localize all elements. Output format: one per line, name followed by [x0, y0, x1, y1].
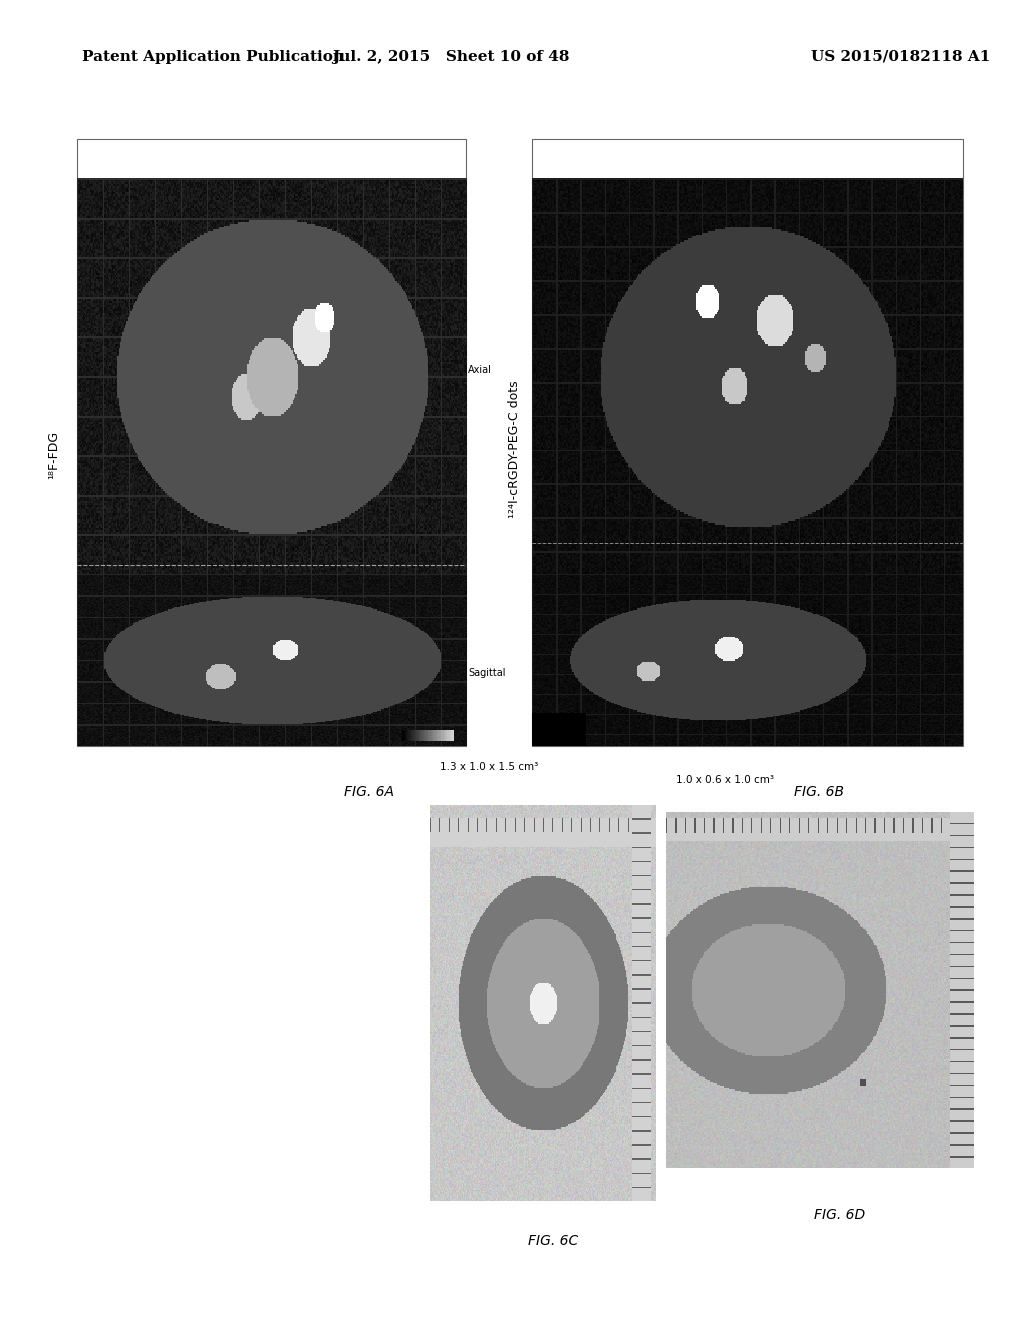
Text: ¹²⁴I-cRGDY-PEG-C dots: ¹²⁴I-cRGDY-PEG-C dots [508, 380, 520, 517]
Text: US 2015/0182118 A1: US 2015/0182118 A1 [811, 50, 991, 63]
Bar [532, 139, 963, 746]
Text: FIG. 6D: FIG. 6D [814, 1208, 865, 1222]
Text: tumor: tumor [307, 684, 328, 689]
Text: ant: ant [209, 327, 221, 333]
Text: 1.0 x 0.6 x 1.0 cm³: 1.0 x 0.6 x 1.0 cm³ [676, 775, 774, 785]
Text: sentinel
node: sentinel node [196, 627, 224, 640]
Text: tumor: tumor [707, 697, 727, 702]
Text: 1.3 x 1.0 x 1.5 cm³: 1.3 x 1.0 x 1.5 cm³ [440, 762, 539, 772]
Bar [77, 139, 466, 746]
Text: FIG. 6C: FIG. 6C [527, 1234, 579, 1249]
Text: Rt
sentinel
node: Rt sentinel node [399, 191, 427, 211]
Text: node: node [678, 341, 694, 346]
Text: ¹⁸F-FDG: ¹⁸F-FDG [47, 432, 59, 479]
Text: sentinel
node: sentinel node [568, 191, 596, 205]
Text: Jul. 2, 2015   Sheet 10 of 48: Jul. 2, 2015 Sheet 10 of 48 [332, 50, 569, 63]
Text: sentinel
node: sentinel node [574, 627, 603, 640]
Text: FIG. 6B: FIG. 6B [795, 785, 844, 800]
Text: ant: ant [583, 393, 595, 399]
Text: FIG. 6A: FIG. 6A [344, 785, 393, 800]
Text: Sagittal: Sagittal [468, 668, 506, 678]
Text: Axial: Axial [468, 364, 492, 375]
Text: Patent Application Publication: Patent Application Publication [82, 50, 344, 63]
